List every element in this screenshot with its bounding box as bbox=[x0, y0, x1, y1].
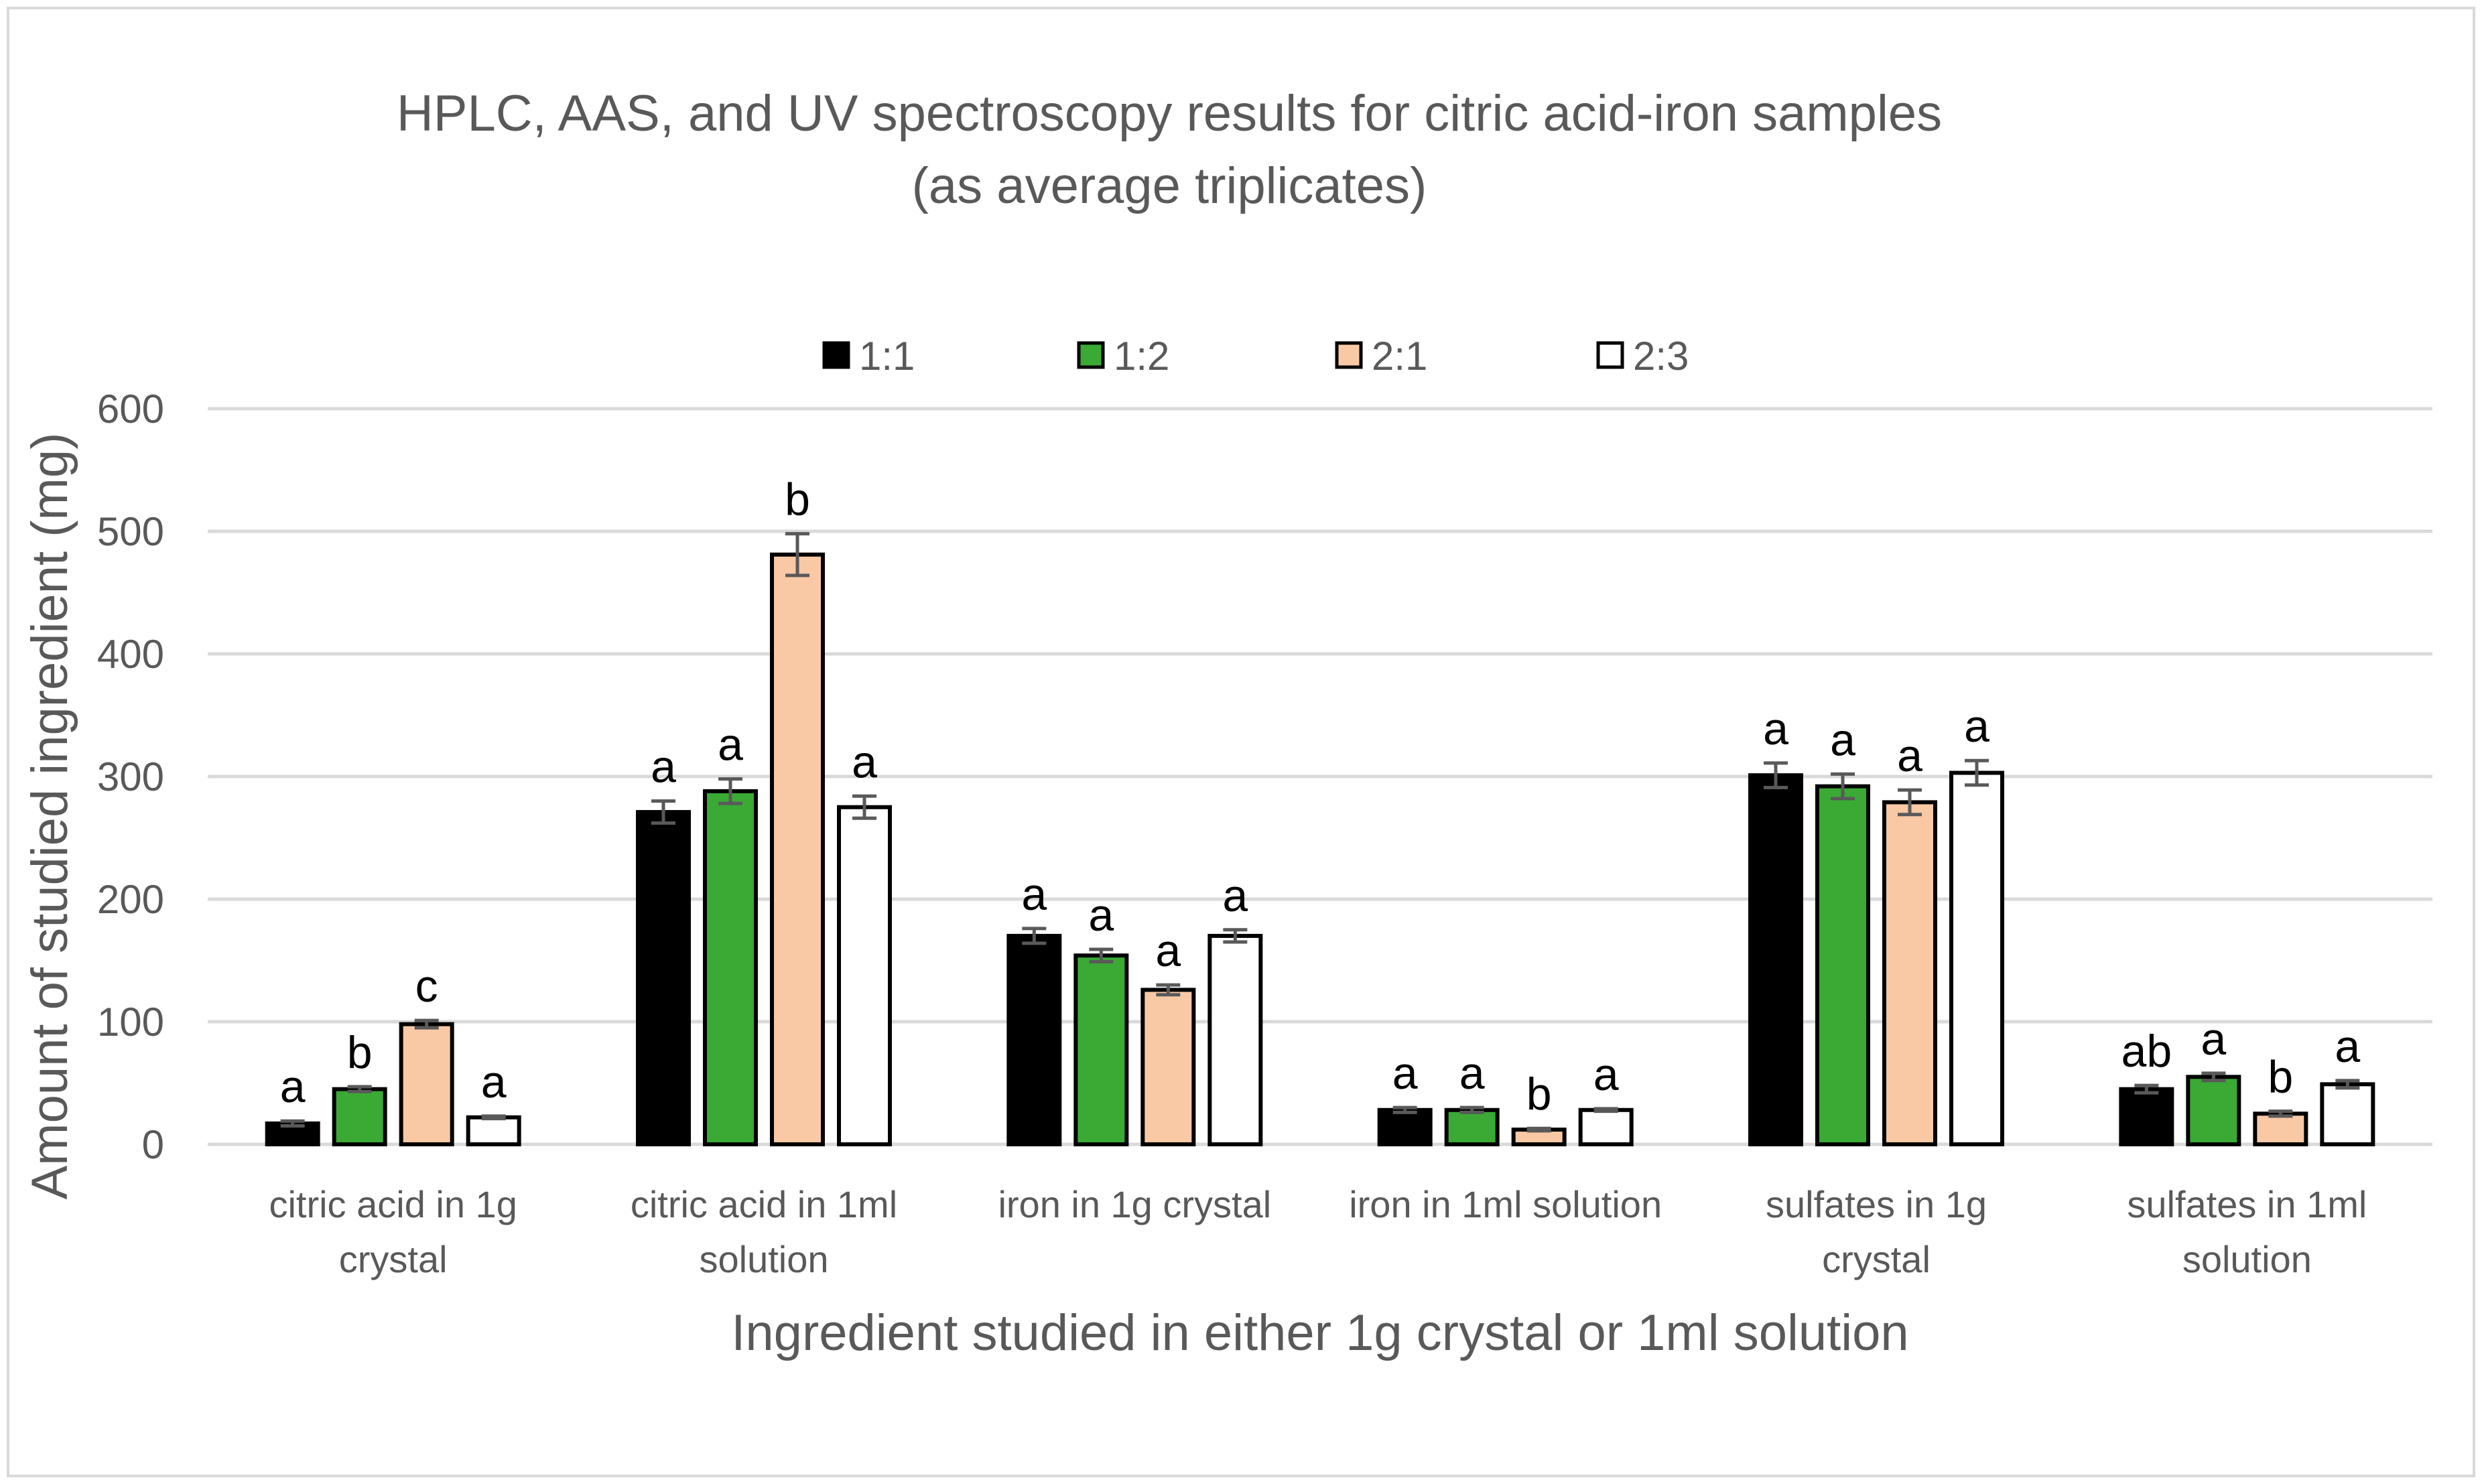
significance-letter: a bbox=[1593, 1049, 1619, 1100]
bar-1-2-cat0 bbox=[332, 1087, 387, 1147]
y-tick-label: 0 bbox=[142, 1122, 164, 1167]
legend-label: 1:1 bbox=[859, 334, 915, 379]
y-tick-label: 500 bbox=[97, 509, 164, 554]
x-category-label: citric acid in 1g bbox=[269, 1183, 517, 1225]
y-tick-label: 400 bbox=[97, 632, 164, 677]
bar-1-1-cat4 bbox=[1748, 773, 1803, 1147]
chart-frame bbox=[7, 7, 2475, 1477]
significance-letter: a bbox=[852, 736, 877, 787]
bar-1-1-cat3 bbox=[1377, 1107, 1433, 1147]
legend-swatch-2-1 bbox=[1335, 341, 1363, 369]
bar-2-1-cat5 bbox=[2253, 1111, 2308, 1146]
bar-1-2-cat4 bbox=[1815, 784, 1870, 1146]
x-category-label: sulfates in 1g bbox=[1766, 1183, 1987, 1225]
legend-label: 2:1 bbox=[1372, 334, 1427, 379]
y-axis-title: Amount of studied ingredient (mg) bbox=[21, 433, 78, 1200]
significance-letter: a bbox=[1155, 925, 1181, 976]
legend-label: 1:2 bbox=[1114, 334, 1169, 379]
significance-letter: a bbox=[718, 720, 743, 770]
significance-letter: ab bbox=[2121, 1026, 2172, 1077]
significance-letter: a bbox=[1897, 730, 1922, 781]
legend-label: 2:3 bbox=[1633, 334, 1689, 379]
bar-1-1-cat2 bbox=[1006, 933, 1062, 1147]
significance-letter: b bbox=[2268, 1052, 2293, 1103]
x-category-label: iron in 1g crystal bbox=[998, 1183, 1271, 1225]
significance-letter: b bbox=[347, 1027, 373, 1078]
bar-2-3-cat1 bbox=[837, 805, 892, 1146]
bar-2-3-cat4 bbox=[1949, 770, 2004, 1146]
x-category-label: citric acid in 1ml bbox=[631, 1183, 897, 1225]
x-axis-title: Ingredient studied in either 1g crystal … bbox=[731, 1304, 1908, 1361]
significance-letter: a bbox=[1763, 703, 1788, 754]
significance-letter: a bbox=[1222, 870, 1248, 921]
legend-swatch-1-2 bbox=[1077, 341, 1105, 369]
bar-1-2-cat3 bbox=[1444, 1107, 1500, 1147]
bar-2-1-cat4 bbox=[1882, 800, 1937, 1147]
y-tick-label: 300 bbox=[97, 754, 164, 799]
significance-letter: c bbox=[415, 961, 438, 1012]
significance-letter: a bbox=[1088, 890, 1114, 941]
bar-2-3-cat5 bbox=[2320, 1082, 2375, 1146]
x-category-label: crystal bbox=[1822, 1238, 1931, 1280]
significance-letter: a bbox=[1964, 701, 1989, 752]
significance-letter: b bbox=[785, 474, 810, 525]
x-category-label: solution bbox=[2182, 1238, 2312, 1280]
bar-2-1-cat1 bbox=[770, 552, 825, 1146]
bar-2-1-cat2 bbox=[1140, 988, 1196, 1147]
significance-letter: a bbox=[1459, 1048, 1485, 1099]
bar-1-2-cat5 bbox=[2186, 1075, 2241, 1146]
significance-letter: a bbox=[481, 1057, 507, 1107]
bar-2-3-cat3 bbox=[1578, 1107, 1634, 1147]
y-tick-label: 200 bbox=[97, 877, 164, 922]
significance-letter: a bbox=[2335, 1021, 2360, 1072]
bar-2-3-cat2 bbox=[1207, 933, 1263, 1147]
legend-swatch-1-1 bbox=[822, 341, 850, 369]
x-category-label: iron in 1ml solution bbox=[1349, 1183, 1662, 1225]
significance-letter: a bbox=[651, 742, 676, 793]
bar-1-2-cat2 bbox=[1073, 953, 1129, 1147]
significance-letter: a bbox=[2201, 1014, 2226, 1065]
chart-title-line-1: HPLC, AAS, and UV spectroscopy results f… bbox=[397, 85, 1942, 142]
significance-letter: a bbox=[1830, 714, 1855, 765]
chart-title-line-2: (as average triplicates) bbox=[912, 157, 1427, 214]
x-category-label: crystal bbox=[339, 1238, 448, 1280]
bar-1-2-cat1 bbox=[703, 789, 758, 1146]
bar-1-1-cat1 bbox=[636, 810, 691, 1146]
bar-1-1-cat5 bbox=[2119, 1087, 2174, 1147]
bar-2-1-cat0 bbox=[399, 1022, 454, 1147]
y-tick-label: 100 bbox=[97, 1000, 164, 1044]
bar-2-3-cat0 bbox=[466, 1115, 521, 1146]
legend-swatch-2-3 bbox=[1596, 341, 1624, 369]
significance-letter: b bbox=[1526, 1069, 1552, 1120]
significance-letter: a bbox=[1392, 1048, 1418, 1099]
significance-letter: a bbox=[1021, 869, 1047, 920]
significance-letter: a bbox=[280, 1061, 306, 1112]
x-category-label: sulfates in 1ml bbox=[2127, 1183, 2367, 1225]
x-category-label: solution bbox=[699, 1238, 828, 1280]
y-tick-label: 600 bbox=[97, 387, 164, 431]
